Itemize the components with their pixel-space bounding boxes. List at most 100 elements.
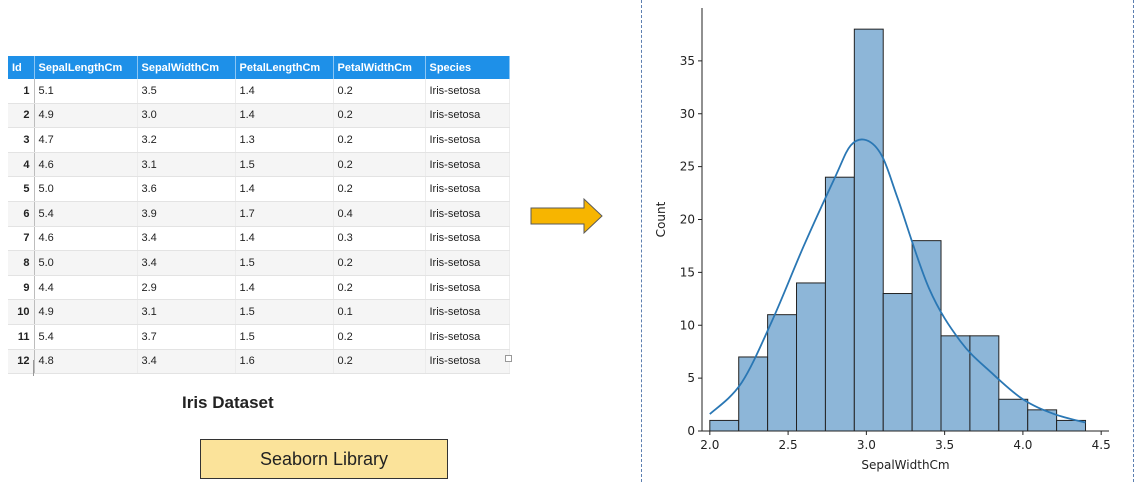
table-cell: 4.6 [34, 152, 138, 178]
table-cell: 0.2 [333, 324, 426, 350]
section-divider-right [1133, 0, 1134, 482]
histogram-bar [998, 398, 1029, 432]
table-cell: 0.1 [333, 299, 426, 325]
y-tick-label: 30 [680, 107, 695, 121]
table-row: 10 4.9 3.1 1.5 0.1 Iris-setosa [8, 299, 510, 325]
y-tick-label: 35 [680, 54, 695, 68]
table-row: 3 4.7 3.2 1.3 0.2 Iris-setosa [8, 127, 510, 153]
x-tick-label: 4.5 [1092, 438, 1111, 452]
table-cell: 0.2 [333, 176, 426, 202]
right-arrow-icon [530, 197, 603, 235]
table-cell: 3.9 [137, 201, 236, 227]
table-cell: 0.3 [333, 226, 426, 252]
histogram-bar [969, 335, 1000, 432]
table-row: 1 5.1 3.5 1.4 0.2 Iris-setosa [8, 79, 510, 104]
table-cell: 1.3 [235, 127, 334, 153]
dataset-caption: Iris Dataset [182, 393, 274, 412]
table-cell: Iris-setosa [425, 324, 510, 350]
table-edge [33, 360, 34, 376]
table-cell: Iris-setosa [425, 275, 510, 301]
kde-curve [709, 138, 1086, 424]
table-cell: 1.7 [235, 201, 334, 227]
column-header[interactable]: PetalWidthCm [333, 56, 426, 79]
iris-data-table: Id SepalLengthCm SepalWidthCm PetalLengthCm… [8, 56, 510, 375]
table-row: 11 5.4 3.7 1.5 0.2 Iris-setosa [8, 324, 510, 350]
column-header[interactable]: SepalLengthCm [34, 56, 138, 79]
table-row: 8 5.0 3.4 1.5 0.2 Iris-setosa [8, 250, 510, 276]
y-axis-label: Count [654, 201, 668, 237]
table-cell: Iris-setosa [425, 103, 510, 129]
table-resize-handle[interactable] [505, 355, 512, 362]
x-tick-label: 4.0 [1013, 438, 1032, 452]
table-row: 2 4.9 3.0 1.4 0.2 Iris-setosa [8, 103, 510, 129]
y-tick-label: 25 [680, 160, 695, 174]
table-cell: 4.7 [34, 127, 138, 153]
table-cell: 3.1 [137, 299, 236, 325]
row-id-cell: 1 [8, 79, 35, 104]
table-cell: 4.4 [34, 275, 138, 301]
table-cell: 4.9 [34, 299, 138, 325]
table-cell: 5.0 [34, 250, 138, 276]
sepal-width-histogram: 2.0 2.5 3.0 3.5 4.0 4.5 0 5 10 15 20 25 30 35 SepalWid… [654, 8, 1111, 472]
table-cell: 3.5 [137, 79, 236, 104]
table-cell: 1.4 [235, 226, 334, 252]
library-label: Seaborn Library [259, 448, 389, 469]
table-cell: 0.2 [333, 79, 426, 104]
table-row: 5 5.0 3.6 1.4 0.2 Iris-setosa [8, 176, 510, 202]
table-cell: 1.4 [235, 275, 334, 301]
table-cell: 3.4 [137, 349, 236, 375]
table-cell: 4.9 [34, 103, 138, 129]
table-row: 6 5.4 3.9 1.7 0.4 Iris-setosa [8, 201, 510, 227]
table-cell: 0.2 [333, 103, 426, 129]
table-cell: Iris-setosa [425, 127, 510, 153]
row-id-cell: 6 [8, 201, 35, 227]
y-tick-label: 10 [680, 318, 695, 332]
x-tick-label: 3.0 [857, 438, 876, 452]
table-cell: 5.4 [34, 324, 138, 350]
histogram-bar [796, 282, 826, 432]
table-cell: Iris-setosa [425, 152, 510, 178]
table-cell: 1.4 [235, 79, 334, 104]
row-id-cell: 9 [8, 275, 35, 301]
table-cell: 3.0 [137, 103, 236, 129]
row-id-cell: 10 [8, 299, 35, 325]
column-header[interactable]: PetalLengthCm [235, 56, 334, 79]
table-cell: 1.5 [235, 324, 334, 350]
table-cell: Iris-setosa [425, 226, 510, 252]
table-cell: 1.4 [235, 103, 334, 129]
table-cell: 0.2 [333, 250, 426, 276]
table-cell: 3.4 [137, 250, 236, 276]
column-header[interactable]: SepalWidthCm [137, 56, 236, 79]
table-cell: 5.0 [34, 176, 138, 202]
table-header-row: Id SepalLengthCm SepalWidthCm PetalLengthCm… [8, 56, 510, 79]
column-header[interactable]: Id [8, 56, 35, 79]
table-cell: 5.4 [34, 201, 138, 227]
table-cell: 3.2 [137, 127, 236, 153]
row-id-cell: 8 [8, 250, 35, 276]
x-tick-label: 3.5 [935, 438, 954, 452]
table-cell: 3.6 [137, 176, 236, 202]
row-id-cell: 3 [8, 127, 35, 153]
row-id-cell: 5 [8, 176, 35, 202]
table-row: 9 4.4 2.9 1.4 0.2 Iris-setosa [8, 275, 510, 301]
histogram-bar [853, 28, 884, 432]
x-axis-label: SepalWidthCm [861, 458, 949, 472]
table-cell: 1.4 [235, 176, 334, 202]
table-cell: 4.6 [34, 226, 138, 252]
table-cell: 0.2 [333, 152, 426, 178]
table-cell: 1.5 [235, 250, 334, 276]
row-id-cell: 11 [8, 324, 35, 350]
table-row: 7 4.6 3.4 1.4 0.3 Iris-setosa [8, 226, 510, 252]
y-tick-label: 0 [687, 424, 695, 438]
library-label-box: Seaborn Library [200, 439, 448, 479]
histogram-bar [824, 176, 855, 432]
row-id-cell: 7 [8, 226, 35, 252]
table-cell: 3.1 [137, 152, 236, 178]
table-row: 12 4.8 3.4 1.6 0.2 Iris-setosa [8, 349, 510, 375]
histogram-bar [911, 240, 942, 432]
histogram-bar [940, 335, 971, 432]
table-cell: 0.2 [333, 127, 426, 153]
column-header[interactable]: Species [425, 56, 510, 79]
table-cell: Iris-setosa [425, 176, 510, 202]
table-cell: 3.4 [137, 226, 236, 252]
